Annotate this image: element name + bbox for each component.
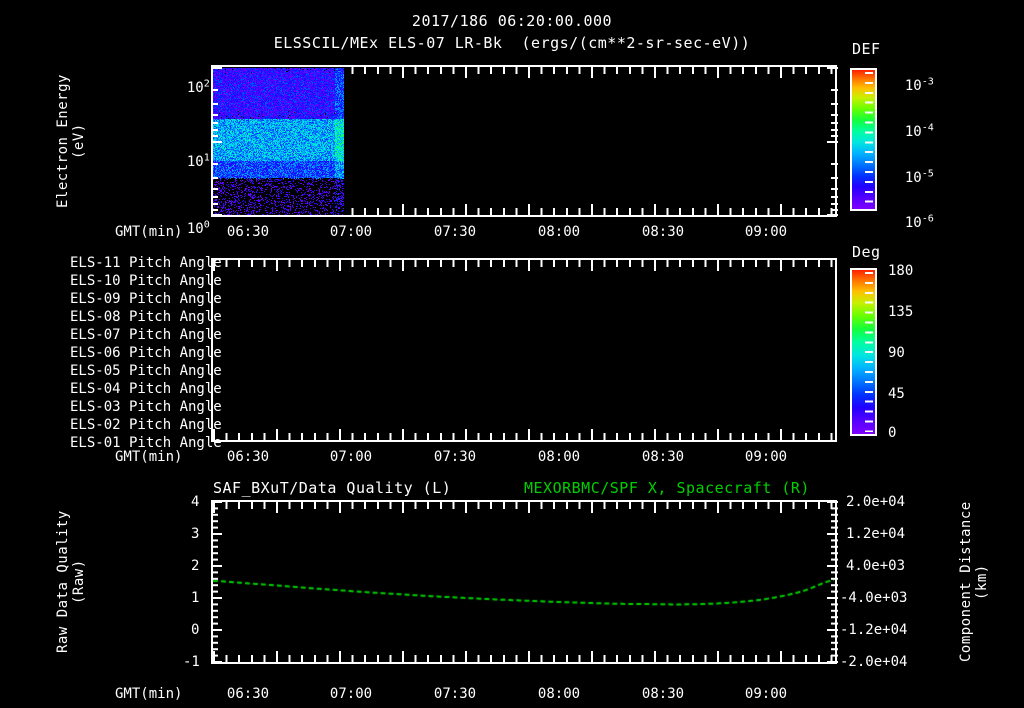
panel1-xtick-0830: 08:30 bbox=[641, 224, 685, 240]
panel2-xtick-0700: 07:00 bbox=[329, 449, 373, 465]
panel1-ylabel: Electron Energy (eV) bbox=[55, 74, 87, 208]
panel2-row-label-els-09: ELS-09 Pitch Angle bbox=[70, 291, 222, 307]
panel3-xtick-0900: 09:00 bbox=[744, 686, 788, 702]
panel2-row-label-els-11: ELS-11 Pitch Angle bbox=[70, 255, 222, 271]
colorbar-deg-label-135: 135 bbox=[888, 304, 914, 320]
colorbar-deg-label-45: 45 bbox=[888, 386, 905, 402]
panel3-ytick-right-neg20000: -2.0e+04 bbox=[840, 654, 908, 670]
colorbar-deg-ticks bbox=[865, 272, 873, 432]
panel2-row-label-els-03: ELS-03 Pitch Angle bbox=[70, 399, 222, 415]
panel3-ytick-left-4: 4 bbox=[191, 494, 200, 510]
panel1-xaxis-label: GMT(min) bbox=[115, 224, 183, 240]
component-distance-trace bbox=[213, 502, 835, 662]
panel1-xtick-0730: 07:30 bbox=[433, 224, 477, 240]
panel3-ylabel-left: Raw Data Quality (Raw) bbox=[55, 510, 87, 654]
page-subtitle: ELSSCIL/MEx ELS-07 LR-Bk (ergs/(cm**2-sr… bbox=[273, 34, 751, 52]
colorbar-deg-title: Deg bbox=[852, 243, 881, 261]
panel2-xtick-0730: 07:30 bbox=[433, 449, 477, 465]
panel3-xtick-0730: 07:30 bbox=[433, 686, 477, 702]
panel3-xaxis-label: GMT(min) bbox=[115, 686, 183, 702]
panel2-row-label-els-07: ELS-07 Pitch Angle bbox=[70, 327, 222, 343]
panel2-xtick-0900: 09:00 bbox=[744, 449, 788, 465]
panel1-xticks-major-top bbox=[213, 67, 835, 78]
panel2-xtick-0630: 06:30 bbox=[226, 449, 270, 465]
spectrogram-image bbox=[213, 67, 344, 215]
panel2-xtick-0800: 08:00 bbox=[537, 449, 581, 465]
colorbar-def-label-1e-6: 10-6 bbox=[904, 213, 934, 231]
panel3-title-left: SAF_BXuT/Data Quality (L) bbox=[213, 479, 452, 497]
panel1-xtick-0800: 08:00 bbox=[537, 224, 581, 240]
panel1-xticks-major-bottom bbox=[213, 204, 835, 215]
panel2-row-label-els-10: ELS-10 Pitch Angle bbox=[70, 273, 222, 289]
colorbar-def[interactable] bbox=[850, 68, 877, 211]
panel2-xticks-major-bottom bbox=[213, 429, 835, 440]
panel3-ytick-right-neg4000: -4.0e+03 bbox=[840, 590, 908, 606]
colorbar-deg-label-180: 180 bbox=[888, 263, 914, 279]
panel2-row-label-els-06: ELS-06 Pitch Angle bbox=[70, 345, 222, 361]
panel3-ytick-right-4000: 4.0e+03 bbox=[846, 558, 906, 574]
colorbar-deg[interactable] bbox=[850, 268, 877, 436]
panel3-ytick-left-1: 1 bbox=[191, 590, 200, 606]
colorbar-def-title: DEF bbox=[852, 40, 881, 58]
panel1-ytick-1e0: 100 bbox=[186, 219, 210, 237]
panel2-row-label-els-05: ELS-05 Pitch Angle bbox=[70, 363, 222, 379]
panel1-ytick-marks bbox=[211, 67, 222, 216]
panel2-xaxis-label: GMT(min) bbox=[115, 449, 183, 465]
panel3-ytick-left-3: 3 bbox=[191, 526, 200, 542]
panel2-xtick-0830: 08:30 bbox=[641, 449, 685, 465]
panel3-xtick-0800: 08:00 bbox=[537, 686, 581, 702]
panel2-row-label-els-08: ELS-08 Pitch Angle bbox=[70, 309, 222, 325]
colorbar-def-label-1e-3: 10-3 bbox=[904, 76, 934, 94]
panel1-xtick-0700: 07:00 bbox=[329, 224, 373, 240]
panel3-ytick-right-20000: 2.0e+04 bbox=[846, 494, 906, 510]
data-quality-panel[interactable] bbox=[211, 500, 837, 664]
panel1-ytick-1e1: 101 bbox=[186, 152, 210, 170]
panel1-xtick-0900: 09:00 bbox=[744, 224, 788, 240]
panel3-ytick-left-0: 0 bbox=[191, 622, 200, 638]
page-title: 2017/186 06:20:00.000 bbox=[411, 12, 613, 30]
panel2-row-label-els-04: ELS-04 Pitch Angle bbox=[70, 381, 222, 397]
panel3-ytick-left-neg1: -1 bbox=[183, 654, 200, 670]
colorbar-def-ticks bbox=[865, 72, 873, 207]
colorbar-def-label-1e-4: 10-4 bbox=[904, 122, 934, 140]
panel1-ytick-1e2: 102 bbox=[186, 78, 210, 96]
panel1-ytick-marks-right bbox=[827, 67, 838, 216]
colorbar-def-label-1e-5: 10-5 bbox=[904, 168, 934, 186]
panel3-xtick-0700: 07:00 bbox=[329, 686, 373, 702]
panel2-xticks-major-top bbox=[213, 260, 835, 271]
panel3-ytick-right-neg12000: -1.2e+04 bbox=[840, 622, 908, 638]
colorbar-deg-label-90: 90 bbox=[888, 345, 905, 361]
panel3-xtick-0630: 06:30 bbox=[226, 686, 270, 702]
panel2-row-label-els-02: ELS-02 Pitch Angle bbox=[70, 417, 222, 433]
panel2-row-label-els-01: ELS-01 Pitch Angle bbox=[70, 435, 222, 451]
spectrogram-panel[interactable] bbox=[211, 65, 837, 217]
colorbar-deg-label-0: 0 bbox=[888, 425, 897, 441]
panel3-ylabel-right: Component Distance (km) bbox=[958, 501, 990, 663]
pitch-angle-panel[interactable] bbox=[211, 258, 837, 442]
panel1-xtick-0630: 06:30 bbox=[226, 224, 270, 240]
panel3-ytick-left-2: 2 bbox=[191, 558, 200, 574]
panel3-ytick-marks-left bbox=[211, 501, 222, 663]
panel3-title-right: MEXORBMC/SPF X, Spacecraft (R) bbox=[524, 479, 810, 497]
panel3-ytick-right-12000: 1.2e+04 bbox=[846, 526, 906, 542]
panel3-xtick-0830: 08:30 bbox=[641, 686, 685, 702]
panel3-ytick-marks-right bbox=[827, 501, 838, 663]
